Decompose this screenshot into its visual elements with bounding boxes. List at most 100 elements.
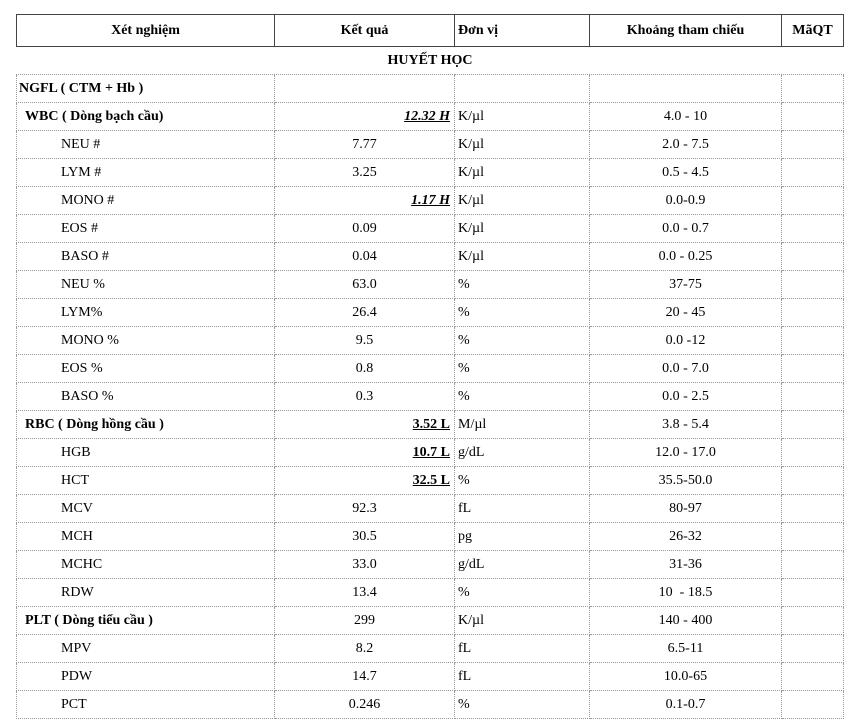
code bbox=[781, 186, 844, 215]
unit: % bbox=[454, 298, 590, 327]
result: 33.0 bbox=[274, 550, 455, 579]
result-row: PDW 14.7 fL 10.0-65 bbox=[16, 662, 844, 691]
result: 13.4 bbox=[274, 578, 455, 607]
reference-range: 6.5-11 bbox=[589, 634, 782, 663]
code bbox=[781, 522, 844, 551]
result-row: LYM% 26.4% 20 - 45 bbox=[16, 298, 844, 327]
test-name: PLT ( Dòng tiểu cầu ) bbox=[16, 606, 275, 635]
test-name: EOS # bbox=[16, 214, 275, 243]
result: 8.2 bbox=[274, 634, 455, 663]
result-row: MONO #1.17 H K/µl 0.0-0.9 bbox=[16, 186, 844, 215]
test-name: MCHC bbox=[16, 550, 275, 579]
reference-range: 31-36 bbox=[589, 550, 782, 579]
unit: fL bbox=[454, 494, 590, 523]
reference-range: 37-75 bbox=[589, 270, 782, 299]
code bbox=[781, 102, 844, 131]
unit: K/µl bbox=[454, 606, 590, 635]
test-name: MCV bbox=[16, 494, 275, 523]
test-name: MONO # bbox=[16, 186, 275, 215]
unit: pg bbox=[454, 522, 590, 551]
result: 0.04 bbox=[274, 242, 455, 271]
header-cell: Đơn vị bbox=[454, 14, 590, 47]
result: 32.5 L bbox=[274, 466, 455, 495]
result-row: MPV 8.2 fL 6.5-11 bbox=[16, 634, 844, 663]
test-name: PCT bbox=[16, 690, 275, 719]
code bbox=[781, 438, 844, 467]
header-cell: Xét nghiệm bbox=[16, 14, 275, 47]
unit: g/dL bbox=[454, 550, 590, 579]
code bbox=[781, 130, 844, 159]
unit: % bbox=[454, 326, 590, 355]
code bbox=[781, 466, 844, 495]
unit: % bbox=[454, 382, 590, 411]
reference-range: 35.5-50.0 bbox=[589, 466, 782, 495]
unit: K/µl bbox=[454, 158, 590, 187]
code bbox=[781, 158, 844, 187]
header-cell: Khoảng tham chiếu bbox=[589, 14, 782, 47]
result-row: EOS #0.09 K/µl 0.0 - 0.7 bbox=[16, 214, 844, 243]
code bbox=[781, 410, 844, 439]
code bbox=[781, 214, 844, 243]
result-row: NEU #7.77 K/µl 2.0 - 7.5 bbox=[16, 130, 844, 159]
code bbox=[781, 494, 844, 523]
result-row: HCT 32.5 L% 35.5-50.0 bbox=[16, 466, 844, 495]
reference-range: 0.5 - 4.5 bbox=[589, 158, 782, 187]
cell bbox=[781, 74, 844, 103]
reference-range: 80-97 bbox=[589, 494, 782, 523]
results-table: Xét nghiệm Kết quả Đơn vị Khoảng tham ch… bbox=[16, 14, 844, 719]
code bbox=[781, 354, 844, 383]
code bbox=[781, 662, 844, 691]
section-row: HUYẾT HỌC bbox=[16, 46, 844, 75]
test-name: LYM # bbox=[16, 158, 275, 187]
result-row: MONO % 9.5% 0.0 -12 bbox=[16, 326, 844, 355]
result-row: MCV 92.3 fL 80-97 bbox=[16, 494, 844, 523]
result-row: RBC ( Dòng hồng cầu ) 3.52 L M/µl 3.8 - 5.4 bbox=[16, 410, 844, 439]
unit: K/µl bbox=[454, 242, 590, 271]
test-name: PDW bbox=[16, 662, 275, 691]
test-name: BASO # bbox=[16, 242, 275, 271]
code bbox=[781, 634, 844, 663]
test-name: WBC ( Dòng bạch cầu) bbox=[16, 102, 275, 131]
table-body: HUYẾT HỌC NGFL ( CTM + Hb ) WBC ( Dòng b… bbox=[16, 46, 844, 719]
result-row: BASO #0.04 K/µl 0.0 - 0.25 bbox=[16, 242, 844, 271]
test-name: LYM% bbox=[16, 298, 275, 327]
result-row: PCT 0.246% 0.1-0.7 bbox=[16, 690, 844, 719]
unit: K/µl bbox=[454, 214, 590, 243]
test-name: BASO % bbox=[16, 382, 275, 411]
reference-range: 0.1-0.7 bbox=[589, 690, 782, 719]
unit: % bbox=[454, 270, 590, 299]
result: 10.7 L bbox=[274, 438, 455, 467]
reference-range: 0.0-0.9 bbox=[589, 186, 782, 215]
reference-range: 140 - 400 bbox=[589, 606, 782, 635]
result: 7.77 bbox=[274, 130, 455, 159]
code bbox=[781, 578, 844, 607]
result-row: PLT ( Dòng tiểu cầu ) 299 K/µl 140 - 400 bbox=[16, 606, 844, 635]
header-cell: Kết quả bbox=[274, 14, 455, 47]
unit: K/µl bbox=[454, 102, 590, 131]
code bbox=[781, 690, 844, 719]
panel-name: NGFL ( CTM + Hb ) bbox=[16, 74, 275, 103]
unit: % bbox=[454, 354, 590, 383]
unit: K/µl bbox=[454, 130, 590, 159]
result: 30.5 bbox=[274, 522, 455, 551]
test-name: EOS % bbox=[16, 354, 275, 383]
test-name: NEU % bbox=[16, 270, 275, 299]
result: 14.7 bbox=[274, 662, 455, 691]
result-row: BASO % 0.3% 0.0 - 2.5 bbox=[16, 382, 844, 411]
code bbox=[781, 298, 844, 327]
result-row: RDW 13.4% 10 - 18.5 bbox=[16, 578, 844, 607]
reference-range: 0.0 - 0.7 bbox=[589, 214, 782, 243]
result: 0.3 bbox=[274, 382, 455, 411]
reference-range: 10.0-65 bbox=[589, 662, 782, 691]
result-row: MCHC 33.0 g/dL 31-36 bbox=[16, 550, 844, 579]
header-cell: MãQT bbox=[781, 14, 844, 47]
unit: K/µl bbox=[454, 186, 590, 215]
unit: fL bbox=[454, 662, 590, 691]
result-row: WBC ( Dòng bạch cầu) 12.32 H K/µl 4.0 - 10 bbox=[16, 102, 844, 131]
result: 3.25 bbox=[274, 158, 455, 187]
result: 0.09 bbox=[274, 214, 455, 243]
reference-range: 2.0 - 7.5 bbox=[589, 130, 782, 159]
result-row: MCH 30.5 pg 26-32 bbox=[16, 522, 844, 551]
